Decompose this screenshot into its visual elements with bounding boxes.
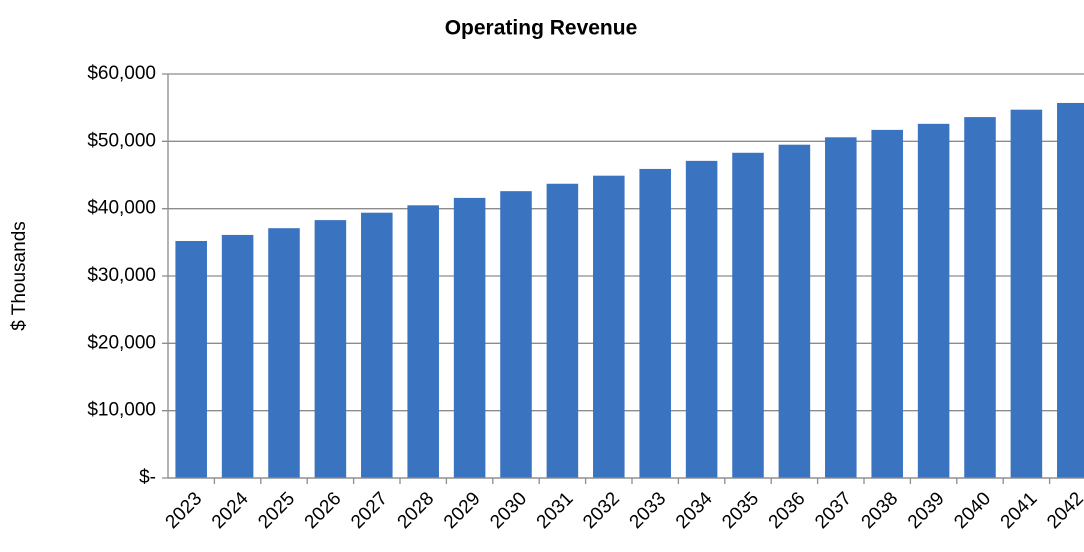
x-tick-label: 2040 [950,488,995,533]
x-tick-label: 2041 [997,488,1042,533]
x-tick-label: 2031 [533,488,578,533]
bar [407,205,439,479]
x-tick-label: 2032 [579,488,624,533]
bar [361,212,393,478]
x-tick-label: 2039 [904,488,949,533]
x-tick-label: 2029 [440,488,485,533]
bar [175,240,207,478]
bar [453,197,486,479]
bar [314,220,347,478]
x-tick-label: 2037 [811,488,856,533]
bar [500,191,532,478]
x-tick-label: 2036 [765,488,810,533]
bar [825,137,857,478]
x-tick-label: 2034 [672,488,717,533]
bar [778,144,811,478]
bar [639,168,671,478]
bar [1057,102,1084,478]
chart-title: Operating Revenue [445,17,638,40]
y-tick-label: $- [139,467,156,488]
y-tick-label: $50,000 [87,130,156,151]
bar [268,228,300,478]
x-tick-label: 2027 [347,488,392,533]
x-tick-label: 2023 [162,488,207,533]
x-tick-label: 2035 [718,488,763,533]
x-tick-label: 2042 [1043,488,1084,533]
y-tick-label: $20,000 [87,332,156,353]
y-tick-label: $10,000 [87,400,156,421]
x-tick-label: 2025 [254,488,299,533]
x-tick-label: 2033 [626,488,671,533]
bar [732,152,764,478]
y-tick-label: $30,000 [87,265,156,286]
x-tick-label: 2038 [858,488,903,533]
bar [221,234,254,478]
x-tick-label: 2028 [394,488,439,533]
x-tick-label: 2030 [486,488,531,533]
bar [1010,109,1043,478]
bar [685,160,718,479]
y-axis-label: $ Thousands [9,221,30,331]
y-tick-label: $40,000 [87,198,156,219]
x-tick-label: 2026 [301,488,346,533]
x-tick-label: 2024 [208,488,253,533]
y-tick-label: $60,000 [87,63,156,84]
bar [917,123,950,479]
bar [593,175,625,478]
bar [871,129,903,479]
bar [546,183,579,478]
bar [964,117,996,479]
